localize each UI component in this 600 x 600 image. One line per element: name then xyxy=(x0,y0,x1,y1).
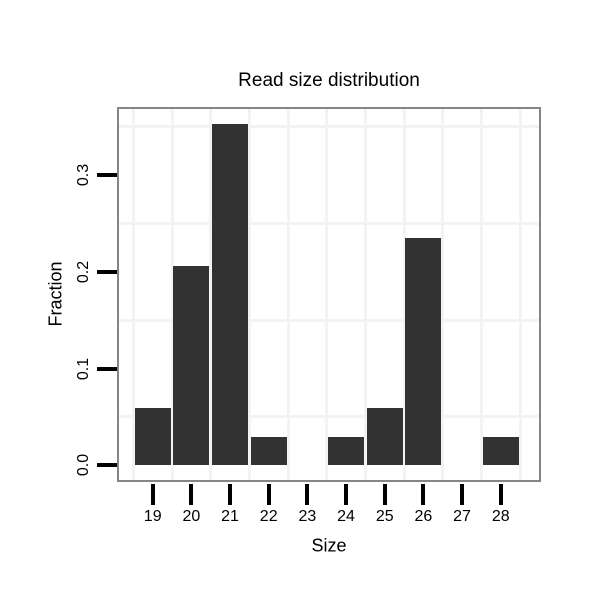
x-tick-label: 28 xyxy=(491,508,510,525)
gridline-vertical xyxy=(209,109,213,480)
x-tick-label: 26 xyxy=(414,508,433,525)
x-tick xyxy=(189,484,194,505)
gridline-vertical xyxy=(247,109,251,480)
y-tick xyxy=(97,173,117,178)
y-tick xyxy=(97,463,117,468)
gridline-vertical xyxy=(363,109,367,480)
gridline-vertical xyxy=(131,109,135,480)
x-tick-label: 22 xyxy=(259,508,278,525)
x-tick-label: 24 xyxy=(337,508,355,525)
bar-26 xyxy=(405,237,442,466)
gridline-horizontal xyxy=(119,125,539,129)
gridline-vertical xyxy=(441,109,445,480)
y-tick-label: 0.3 xyxy=(75,164,92,187)
x-tick xyxy=(421,484,426,505)
x-tick xyxy=(266,484,271,505)
x-tick-label: 20 xyxy=(182,508,201,525)
x-tick xyxy=(498,484,503,505)
bar-28 xyxy=(482,436,519,466)
y-tick-label: 0.1 xyxy=(75,357,92,380)
x-axis-label: Size xyxy=(311,535,347,556)
x-tick xyxy=(305,484,310,505)
x-tick-label: 19 xyxy=(143,508,162,525)
x-tick-label: 23 xyxy=(298,508,317,525)
gridline-vertical xyxy=(325,109,329,480)
x-tick xyxy=(382,484,387,505)
gridline-vertical xyxy=(518,109,522,480)
x-tick xyxy=(150,484,155,505)
x-tick xyxy=(460,484,465,505)
chart-title: Read size distribution xyxy=(238,70,420,91)
y-tick-label: 0.0 xyxy=(75,454,92,477)
x-tick-label: 21 xyxy=(221,508,239,525)
gridline-vertical xyxy=(479,109,483,480)
gridline-horizontal xyxy=(119,318,539,322)
y-axis-label: Fraction xyxy=(45,261,66,327)
bar-24 xyxy=(328,436,365,466)
x-tick-label: 27 xyxy=(453,508,471,525)
gridline-vertical xyxy=(402,109,406,480)
y-tick xyxy=(97,269,117,274)
bar-22 xyxy=(250,436,287,466)
y-tick xyxy=(97,366,117,371)
y-tick-label: 0.2 xyxy=(75,260,92,284)
gridline-horizontal xyxy=(119,222,539,226)
bar-25 xyxy=(366,408,403,466)
bar-20 xyxy=(173,266,210,466)
x-tick-label: 25 xyxy=(375,508,394,525)
x-tick xyxy=(228,484,233,505)
gridline-horizontal xyxy=(119,415,539,419)
bar-19 xyxy=(134,408,171,466)
x-tick xyxy=(344,484,349,505)
gridline-vertical xyxy=(286,109,290,480)
bar-21 xyxy=(212,124,249,466)
plot-panel xyxy=(117,107,541,482)
gridline-vertical xyxy=(170,109,174,480)
